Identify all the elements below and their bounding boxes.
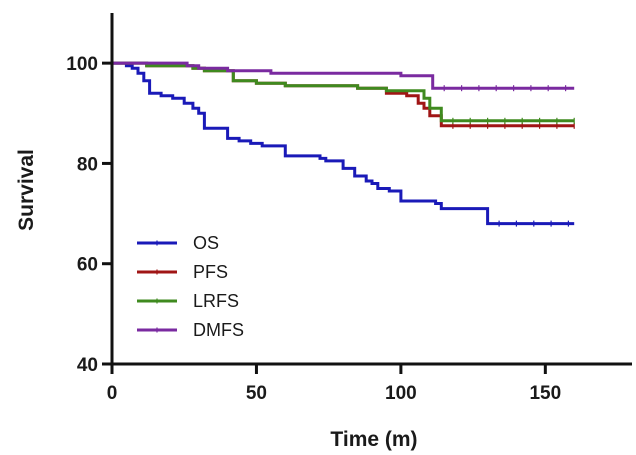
x-tick-label: 100 xyxy=(385,383,417,404)
y-axis-title: Survival xyxy=(15,149,38,231)
legend-item-dmfs: DMFS xyxy=(137,320,244,340)
x-tick-label: 150 xyxy=(529,383,561,404)
legend-label-pfs: PFS xyxy=(193,262,228,282)
series-line-lrfs xyxy=(112,61,575,123)
legend-label-lrfs: LRFS xyxy=(193,291,239,311)
series-lrfs xyxy=(112,61,575,124)
y-tick-label: 40 xyxy=(77,355,98,376)
legend-item-os: OS xyxy=(137,233,219,253)
axes-layer: 0 50 100 150 40 60 80 100 xyxy=(66,13,632,404)
y-tick-label: 80 xyxy=(77,154,98,175)
series-line-os xyxy=(112,61,575,226)
y-tick-label: 60 xyxy=(77,255,98,276)
series-dmfs xyxy=(112,61,575,92)
x-tick-label: 50 xyxy=(246,383,267,404)
legend-label-os: OS xyxy=(193,233,219,253)
series-layer xyxy=(112,61,575,227)
legend: OS PFS LRFS DMFS xyxy=(137,233,244,340)
legend-label-dmfs: DMFS xyxy=(193,320,244,340)
x-axis-title: Time (m) xyxy=(330,428,417,451)
x-tick-label: 0 xyxy=(107,383,118,404)
y-tick-label: 100 xyxy=(66,54,98,75)
series-os xyxy=(112,61,575,227)
series-line-dmfs xyxy=(112,61,575,90)
legend-item-lrfs: LRFS xyxy=(137,291,239,311)
legend-item-pfs: PFS xyxy=(137,262,228,282)
